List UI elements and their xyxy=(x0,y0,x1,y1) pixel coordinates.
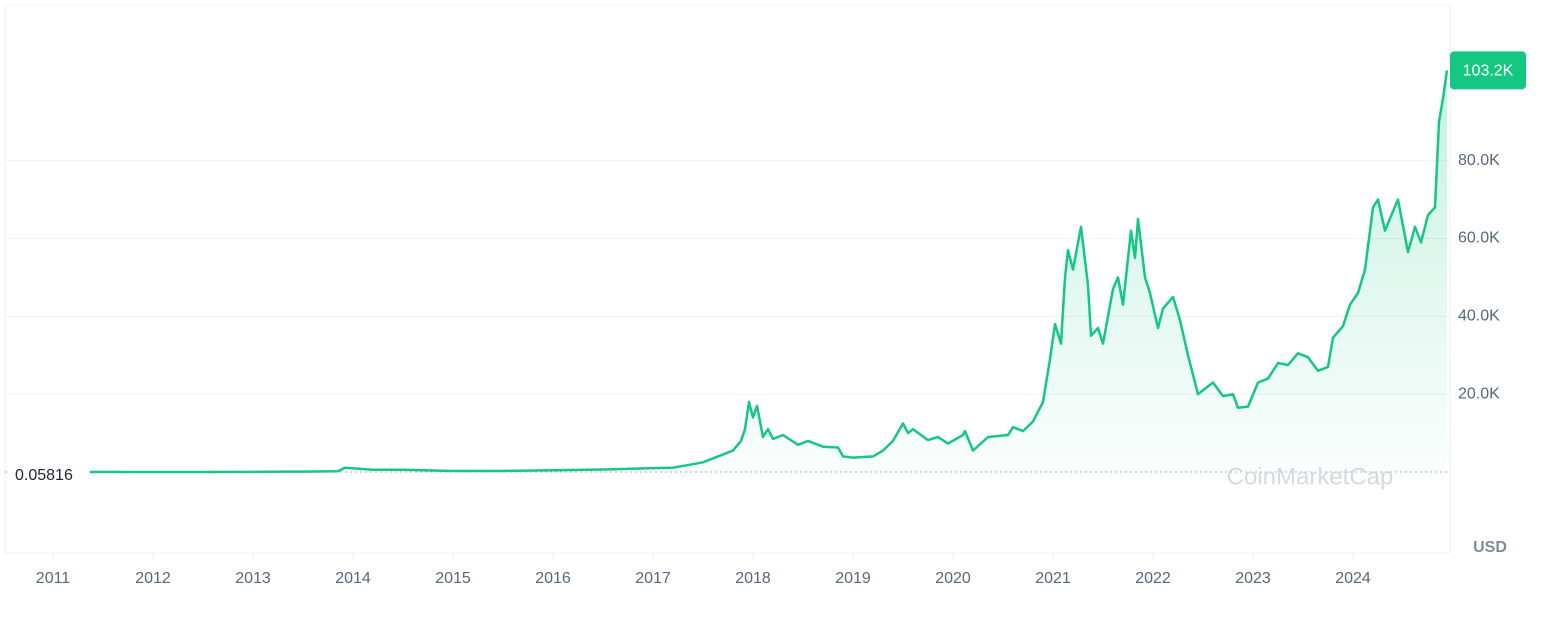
y-tick-label: 40.0K xyxy=(1458,308,1500,325)
area xyxy=(90,70,1447,473)
x-tick-label: 2019 xyxy=(835,570,871,587)
baseline-label-bg xyxy=(8,461,88,482)
price-line xyxy=(89,70,1449,474)
x-tick-label: 2016 xyxy=(535,570,571,587)
plot-frame xyxy=(4,4,1451,554)
last-value-label: 103.2K xyxy=(1463,63,1514,80)
currency-label: USD xyxy=(1473,539,1507,556)
y-tick-label: 80.0K xyxy=(1458,152,1500,169)
x-tick-label: 2013 xyxy=(235,570,271,587)
y-tick-label: 20.0K xyxy=(1458,385,1500,402)
x-tick-label: 2022 xyxy=(1135,570,1171,587)
x-tick-label: 2011 xyxy=(36,570,71,587)
x-tick-label: 2014 xyxy=(335,570,371,587)
x-tick-label: 2021 xyxy=(1035,570,1071,587)
x-tick-label: 2017 xyxy=(635,570,671,587)
x-tick-label: 2020 xyxy=(935,570,971,587)
x-tick-label: 2018 xyxy=(735,570,771,587)
last-value-tag xyxy=(1450,51,1526,90)
plot: 103.2K xyxy=(89,51,1526,474)
baseline-label: 0.05816 xyxy=(15,467,73,484)
x-tick-label: 2012 xyxy=(135,570,171,587)
y-tick-label: 60.0K xyxy=(1458,230,1500,247)
x-tick-label: 2024 xyxy=(1335,570,1371,587)
x-tick-label: 2015 xyxy=(435,570,471,587)
x-tick-label: 2023 xyxy=(1235,570,1271,587)
